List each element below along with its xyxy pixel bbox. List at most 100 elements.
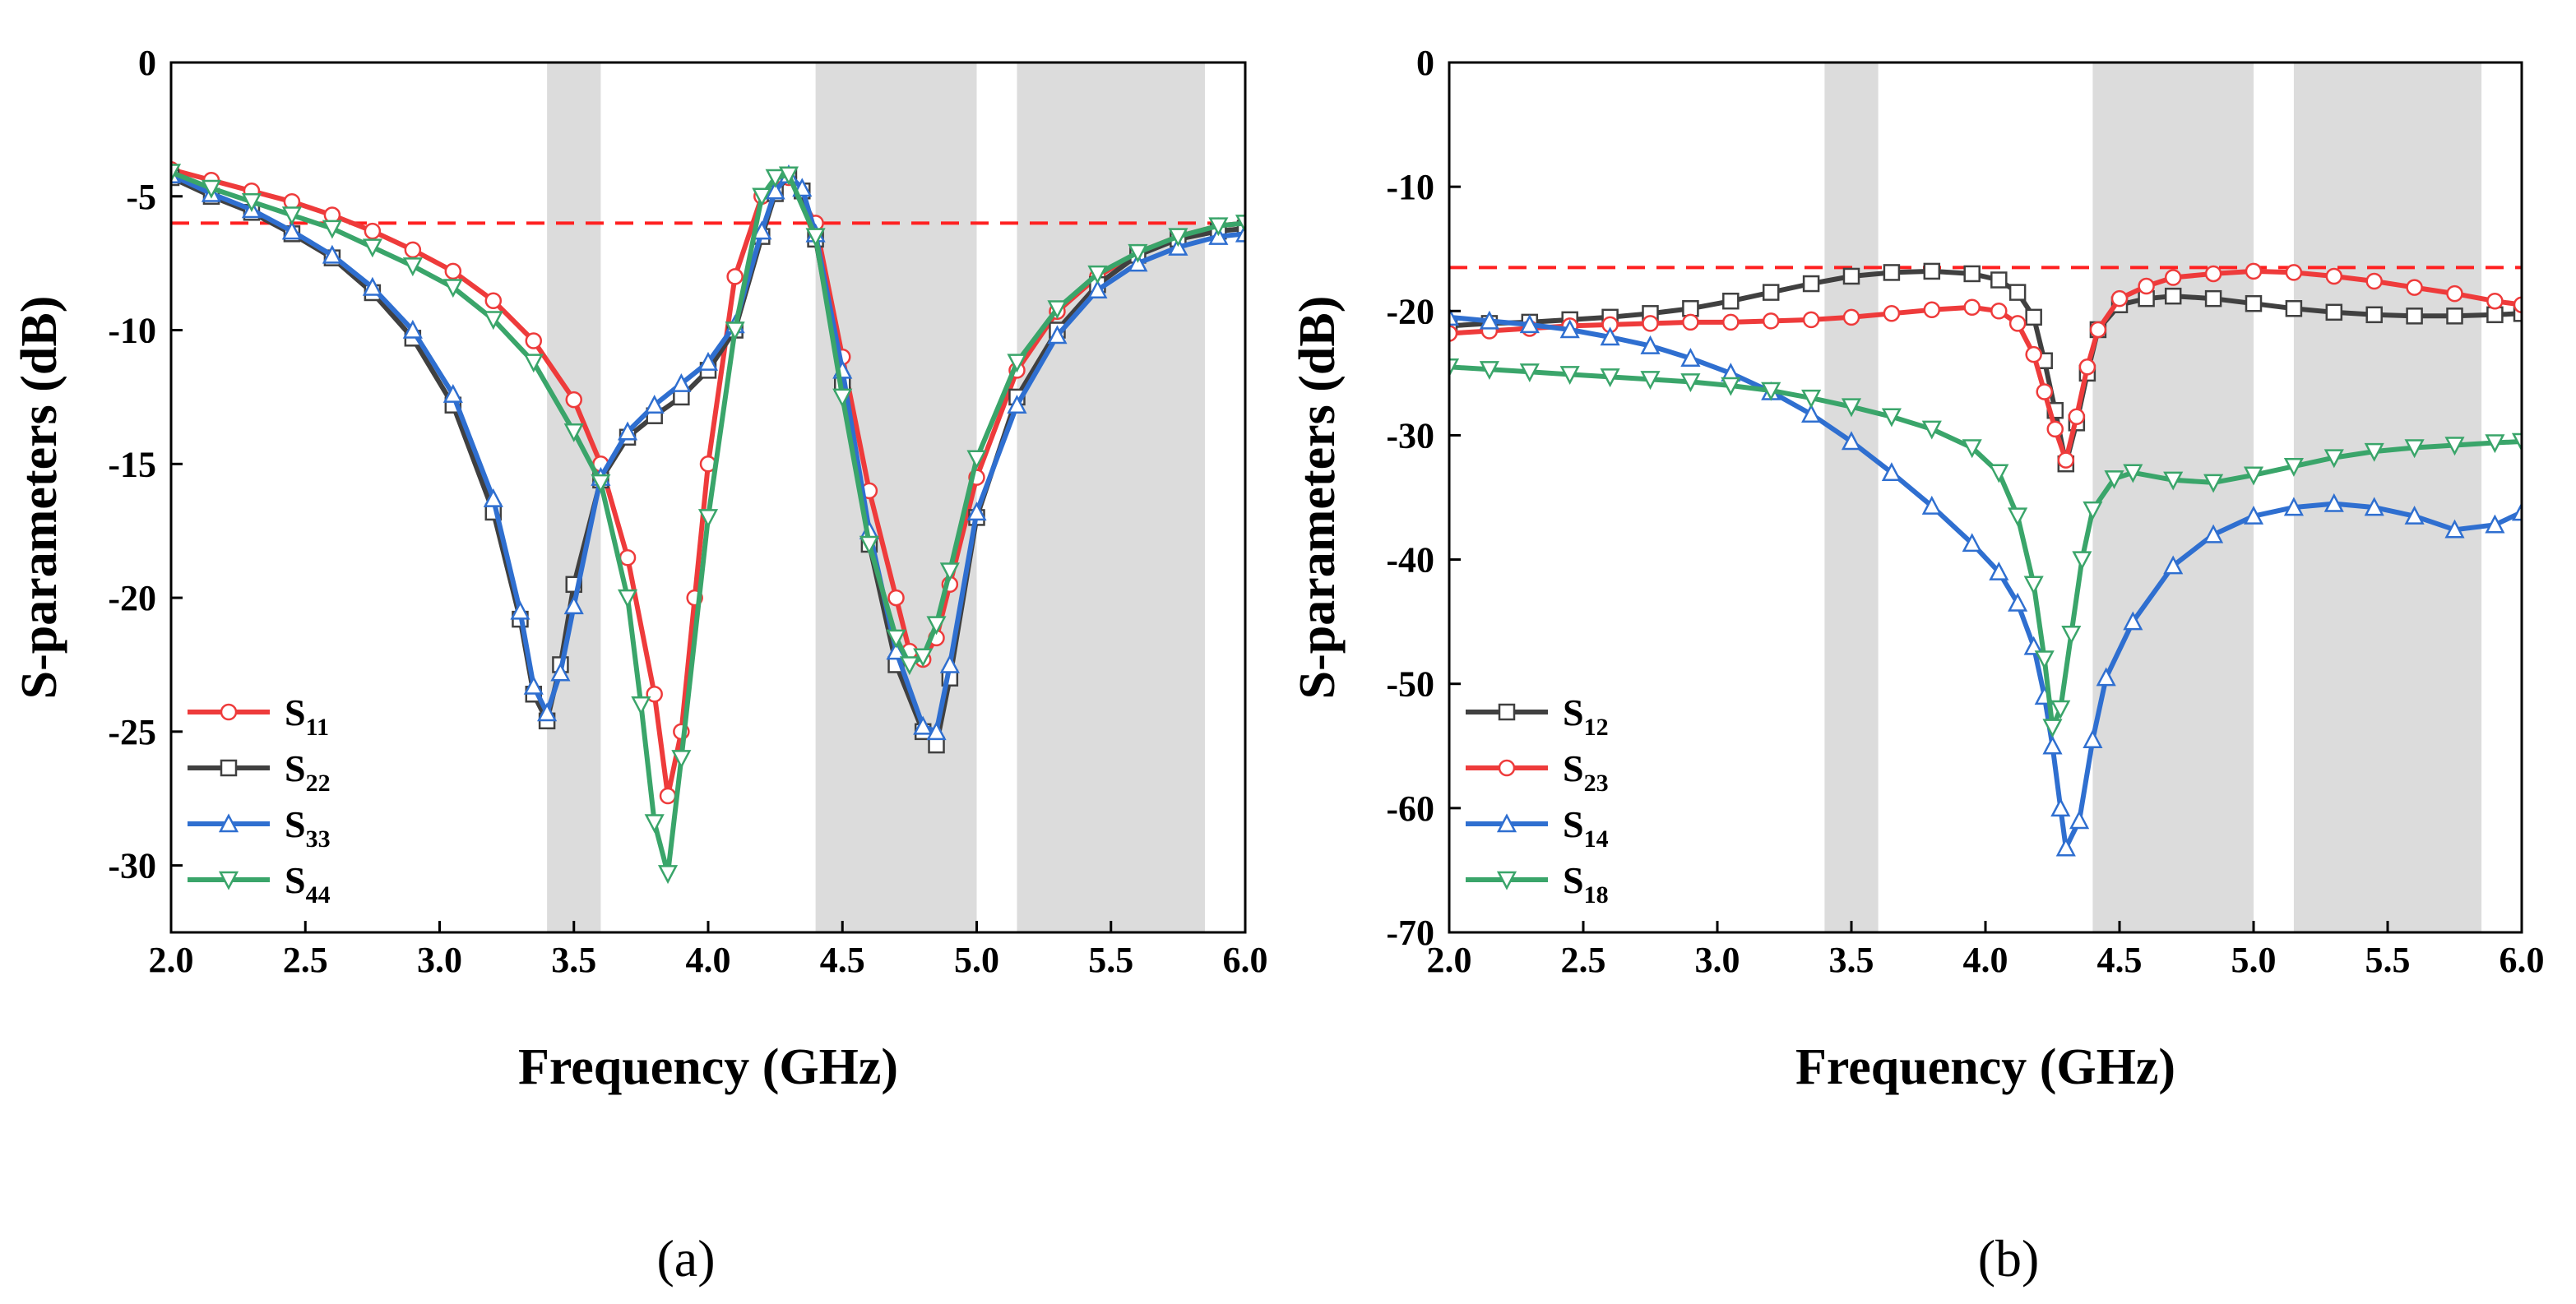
data-point-S12	[1842, 267, 1860, 285]
legend-label-sub: 18	[1584, 881, 1609, 909]
data-point-S12	[2025, 308, 2042, 326]
data-point-S23	[1722, 313, 1740, 331]
data-point-S18	[2042, 719, 2063, 738]
x-tick-label: 3.0	[417, 940, 462, 980]
data-point-S14	[2042, 735, 2063, 755]
data-point-S11	[444, 262, 462, 280]
data-point-S11	[619, 548, 637, 566]
data-point-S18	[2323, 449, 2344, 469]
data-point-S44	[899, 656, 920, 676]
legend-marker-S12	[1498, 703, 1516, 721]
y-tick-label: -30	[1386, 415, 1434, 455]
data-point-S12	[1923, 262, 1941, 280]
data-point-S44	[201, 179, 222, 199]
data-point-S14	[2444, 519, 2465, 539]
data-point-S23	[2513, 296, 2522, 313]
data-point-S23	[2285, 264, 2303, 281]
legend-label-main: S	[285, 859, 306, 901]
data-point-S44	[805, 228, 826, 247]
legend-label-main: S	[1563, 691, 1584, 733]
data-point-S11	[646, 686, 663, 703]
data-point-S18	[2104, 470, 2124, 490]
data-point-S18	[1841, 398, 1862, 418]
data-point-S23	[1802, 311, 1820, 329]
data-point-S18	[2485, 434, 2505, 454]
data-point-S12	[1762, 284, 1780, 301]
legend-marker-S18	[1496, 871, 1517, 890]
data-point-S33	[765, 180, 785, 200]
legend-label-S44: S44	[285, 859, 331, 909]
series-S44	[171, 164, 1245, 885]
data-point-S23	[2245, 262, 2263, 280]
data-point-S14	[2323, 492, 2344, 512]
data-point-S11	[484, 292, 503, 309]
data-point-S23	[2078, 358, 2096, 376]
data-point-S44	[1087, 265, 1108, 284]
y-tick-label: 0	[138, 43, 156, 83]
data-point-S44	[765, 169, 785, 188]
data-point-S14	[1801, 404, 1822, 423]
y-tick-label: 0	[1416, 43, 1434, 83]
data-point-S23	[2036, 383, 2053, 400]
legend-marker-S11	[220, 703, 238, 721]
y-tick-label: -30	[108, 846, 156, 886]
data-point-S12	[1963, 265, 1981, 283]
data-point-S22	[1236, 220, 1245, 238]
data-point-S14	[1989, 562, 2009, 580]
panel-label: (a)	[656, 1229, 715, 1288]
data-point-S18	[1559, 366, 1580, 386]
y-tick-label: -70	[1386, 913, 1434, 953]
data-point-S23	[2446, 284, 2463, 303]
data-point-S33	[523, 675, 544, 695]
shaded-band-3	[2293, 62, 2482, 932]
data-point-S14	[1841, 431, 1862, 451]
x-tick-label: 3.5	[551, 940, 596, 980]
legend-label-main: S	[1563, 859, 1584, 901]
x-tick-label: 2.5	[283, 940, 328, 980]
x-axis-title: Frequency (GHz)	[1795, 1039, 2175, 1095]
data-point-S44	[657, 865, 679, 885]
data-point-S18	[2023, 576, 2044, 595]
data-point-S14	[1449, 307, 1460, 326]
chart-panel-a: 2.0 2.5 3.0 3.5 4.0 4.5 5.0 5.5 6.0 0 -5 -10 -15 -20 -…	[12, 43, 1268, 1288]
legend-label-sub: 14	[1584, 825, 1609, 853]
data-point-S23	[2008, 315, 2027, 332]
data-point-S33	[550, 662, 571, 682]
data-point-S12	[1722, 292, 1740, 310]
data-point-S44	[1208, 217, 1229, 237]
data-point-S23	[2138, 277, 2155, 295]
legend-marker-S22	[220, 759, 238, 777]
data-point-S23	[2406, 279, 2423, 296]
series-S23	[1449, 262, 2522, 469]
data-point-S23	[1682, 313, 1699, 331]
data-point-S12	[2365, 306, 2383, 324]
shaded-band-1	[547, 62, 601, 932]
data-point-S44	[671, 750, 692, 770]
data-point-S18	[2404, 439, 2425, 459]
data-point-S33	[442, 383, 463, 403]
data-point-S44	[442, 279, 463, 298]
x-tick-label: 5.5	[2365, 940, 2411, 980]
data-point-S18	[1680, 373, 1701, 393]
x-tick-label: 5.0	[954, 940, 999, 980]
data-point-S14	[1921, 495, 1942, 515]
data-point-S14	[2023, 636, 2044, 655]
data-point-S44	[752, 187, 772, 207]
x-tick-label: 4.0	[1963, 940, 2008, 980]
data-point-S23	[2365, 272, 2383, 290]
data-point-S44	[631, 696, 651, 715]
data-point-S44	[697, 509, 719, 529]
data-point-S23	[2089, 321, 2107, 339]
legend-label-sub: 12	[1584, 714, 1609, 741]
data-point-S33	[939, 654, 960, 673]
series-line-S44	[171, 169, 1245, 876]
data-point-S23	[1923, 301, 1941, 319]
data-point-S14	[1559, 319, 1580, 339]
data-point-S18	[2444, 437, 2465, 456]
data-point-S14	[1962, 533, 1982, 553]
data-point-S23	[1842, 308, 1860, 326]
panel-label: (b)	[1978, 1229, 2040, 1288]
data-point-S18	[1640, 371, 1661, 391]
